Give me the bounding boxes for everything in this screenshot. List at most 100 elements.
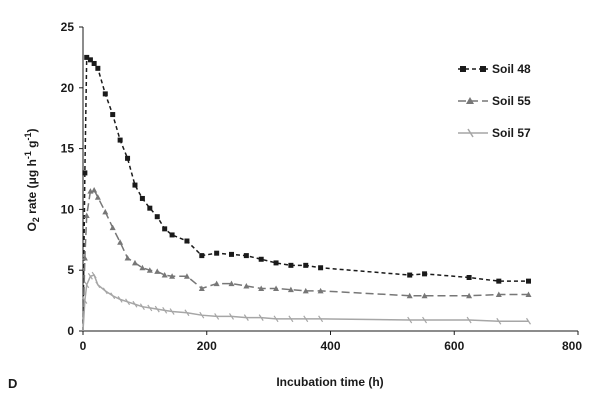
data-point-square bbox=[91, 60, 97, 66]
legend-marker-square bbox=[480, 66, 486, 72]
data-point-square bbox=[496, 278, 502, 284]
data-point-triangle bbox=[287, 286, 294, 293]
y-axis-title-sup2: -1 bbox=[23, 132, 33, 140]
data-point-dash bbox=[169, 308, 175, 315]
data-point-dash bbox=[466, 316, 472, 324]
data-point-dash bbox=[87, 272, 93, 280]
data-point-square bbox=[147, 205, 153, 211]
data-point-dash bbox=[110, 292, 116, 300]
data-point-triangle bbox=[183, 273, 190, 279]
legend-item-soil-48: Soil 48 bbox=[458, 62, 531, 76]
data-point-triangle bbox=[198, 285, 205, 291]
data-point-triangle bbox=[91, 186, 98, 193]
legend-marker-triangle bbox=[466, 97, 474, 104]
series-layer bbox=[81, 54, 532, 332]
data-point-triangle bbox=[81, 255, 88, 261]
data-point-dash bbox=[139, 303, 145, 311]
data-point-dash bbox=[318, 315, 324, 323]
data-point-square bbox=[154, 214, 160, 220]
data-point-triangle bbox=[421, 292, 428, 299]
data-point-square bbox=[184, 238, 190, 244]
data-point-dash bbox=[82, 297, 88, 304]
y-tick-label: 15 bbox=[61, 142, 75, 156]
data-point-square bbox=[87, 57, 93, 63]
data-point-dash bbox=[91, 271, 97, 279]
y-axis-title-sup1: -1 bbox=[23, 151, 33, 159]
data-point-triangle bbox=[258, 285, 265, 291]
data-point-triangle bbox=[154, 268, 161, 274]
x-axis-title: Incubation time (h) bbox=[276, 375, 383, 389]
data-point-dash bbox=[154, 305, 160, 313]
data-point-dash bbox=[273, 315, 279, 323]
data-point-square bbox=[117, 137, 123, 143]
data-point-dash bbox=[422, 316, 428, 324]
y-tick-label: 10 bbox=[61, 202, 75, 216]
data-point-dash bbox=[132, 300, 138, 308]
data-point-square bbox=[407, 272, 413, 278]
data-point-dash bbox=[229, 313, 234, 320]
y-axis-title-o: O bbox=[25, 222, 39, 231]
data-point-dash bbox=[84, 281, 90, 289]
y-tick-label: 0 bbox=[67, 324, 74, 338]
data-point-square bbox=[110, 112, 116, 118]
y-axis-title-close: ) bbox=[25, 128, 39, 132]
data-point-square bbox=[132, 182, 138, 188]
data-point-dash bbox=[147, 304, 153, 312]
x-tick-label: 800 bbox=[562, 339, 582, 353]
data-point-square bbox=[273, 260, 279, 266]
data-point-triangle bbox=[169, 273, 176, 279]
legend: Soil 48 Soil 55 Soil 57 bbox=[458, 62, 531, 140]
data-point-triangle bbox=[161, 272, 168, 278]
legend-label: Soil 57 bbox=[492, 126, 531, 140]
data-point-triangle bbox=[273, 285, 280, 291]
data-point-triangle bbox=[213, 280, 220, 287]
data-point-triangle bbox=[466, 292, 473, 299]
data-point-dash bbox=[496, 317, 502, 325]
y-tick-label: 25 bbox=[61, 20, 75, 34]
data-point-square bbox=[422, 271, 428, 277]
y-tick-label: 20 bbox=[61, 81, 75, 95]
x-tick-label: 200 bbox=[197, 339, 217, 353]
data-point-square bbox=[162, 226, 168, 232]
data-point-triangle bbox=[146, 267, 153, 273]
data-point-square bbox=[466, 275, 472, 280]
data-point-dash bbox=[526, 317, 531, 325]
data-point-triangle bbox=[139, 264, 146, 271]
data-point-square bbox=[82, 170, 88, 176]
data-point-dash bbox=[125, 298, 131, 306]
data-point-triangle bbox=[228, 280, 235, 287]
y-axis-title-g: g bbox=[25, 140, 39, 151]
data-point-dash bbox=[117, 296, 123, 303]
x-ticks: 0 200 400 600 800 bbox=[80, 331, 582, 353]
data-point-triangle bbox=[302, 287, 309, 294]
y-axis-title-rate: rate (μg h bbox=[25, 159, 39, 217]
data-point-dash bbox=[303, 315, 309, 323]
data-point-square bbox=[214, 250, 220, 256]
data-point-dash bbox=[258, 314, 264, 321]
data-point-triangle bbox=[83, 212, 90, 218]
data-point-triangle bbox=[525, 291, 532, 298]
legend-marker-dash bbox=[467, 128, 474, 138]
data-point-triangle bbox=[495, 291, 502, 298]
data-point-square bbox=[125, 155, 131, 161]
data-point-square bbox=[199, 253, 205, 259]
x-tick-label: 600 bbox=[444, 339, 464, 353]
legend-label: Soil 55 bbox=[492, 94, 531, 108]
data-point-triangle bbox=[243, 283, 250, 289]
data-point-dash bbox=[243, 314, 249, 321]
series-soil-55 bbox=[81, 186, 532, 332]
legend-item-soil-57: Soil 57 bbox=[458, 126, 531, 140]
data-point-square bbox=[95, 65, 101, 71]
y-axis-title: O2 rate (μg h-1 g-1) bbox=[23, 128, 41, 231]
data-point-triangle bbox=[406, 292, 413, 299]
y-tick-label: 5 bbox=[67, 263, 74, 277]
data-point-square bbox=[526, 278, 531, 284]
data-point-dash bbox=[199, 311, 205, 319]
data-point-dash bbox=[407, 316, 413, 324]
data-point-dash bbox=[288, 315, 294, 323]
data-point-square bbox=[318, 265, 324, 271]
legend-label: Soil 48 bbox=[492, 62, 531, 76]
data-point-dash bbox=[102, 287, 108, 295]
data-point-dash bbox=[95, 281, 101, 289]
